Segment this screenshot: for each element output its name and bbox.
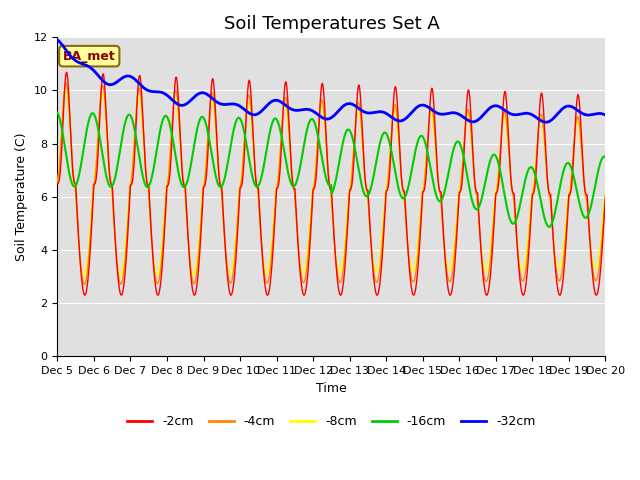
Y-axis label: Soil Temperature (C): Soil Temperature (C) bbox=[15, 132, 28, 261]
Legend: -2cm, -4cm, -8cm, -16cm, -32cm: -2cm, -4cm, -8cm, -16cm, -32cm bbox=[122, 410, 541, 433]
X-axis label: Time: Time bbox=[316, 382, 347, 395]
Text: BA_met: BA_met bbox=[63, 49, 116, 63]
Title: Soil Temperatures Set A: Soil Temperatures Set A bbox=[223, 15, 439, 33]
